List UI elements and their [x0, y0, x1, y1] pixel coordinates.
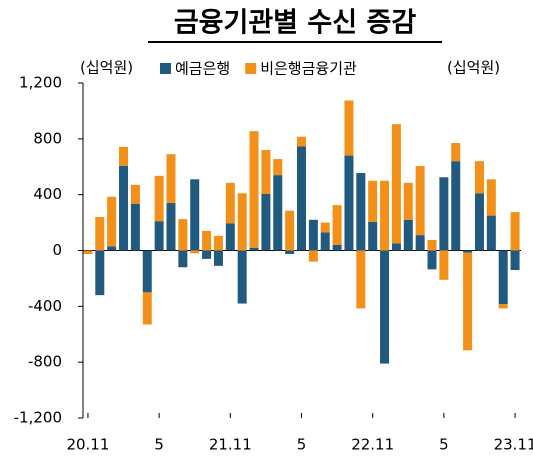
bar — [154, 221, 164, 251]
y-tick-label: 400 — [33, 185, 62, 203]
x-tick-label: 23.11 — [494, 436, 533, 454]
bar — [474, 193, 484, 251]
bar — [356, 173, 366, 251]
bar — [178, 219, 188, 251]
bar — [474, 161, 484, 194]
bar — [380, 180, 390, 251]
bar — [391, 243, 401, 251]
bar — [95, 250, 105, 296]
y-tick-label: -1,200 — [14, 409, 62, 427]
bar — [415, 166, 425, 236]
y-tick-label: 0 — [52, 241, 62, 259]
bar — [166, 203, 176, 251]
bar — [142, 292, 152, 325]
bar — [451, 143, 461, 162]
bar — [142, 250, 152, 293]
bar — [285, 210, 295, 251]
bar — [213, 250, 223, 266]
bar — [154, 175, 164, 222]
bar — [308, 250, 318, 262]
bar — [297, 136, 306, 147]
bar — [202, 250, 212, 259]
x-tick-label: 5 — [439, 436, 449, 454]
bar — [273, 159, 283, 176]
bar — [344, 155, 354, 251]
y-tick-label: 800 — [33, 129, 62, 147]
chart-title: 금융기관별 수신 증감 — [174, 8, 417, 39]
bar — [273, 175, 283, 251]
x-tick-label: 5 — [154, 436, 164, 454]
bar — [415, 235, 425, 251]
bar — [344, 100, 354, 156]
y-tick-label: -400 — [28, 297, 62, 315]
bar — [510, 212, 520, 251]
bar — [391, 124, 401, 244]
legend-label: 예금은행 — [175, 60, 230, 78]
bar — [308, 219, 318, 251]
bar — [403, 219, 413, 251]
y-tick-label: -800 — [28, 353, 62, 371]
legend-swatch — [245, 63, 257, 74]
bar — [130, 203, 140, 251]
bar — [451, 161, 461, 251]
bar — [225, 182, 235, 224]
x-tick-label: 21.11 — [209, 436, 252, 454]
x-tick-label: 22.11 — [351, 436, 394, 454]
bar — [237, 250, 247, 304]
y-axis-unit: (십억원) — [80, 59, 133, 77]
bar — [332, 205, 342, 245]
bar — [237, 193, 247, 251]
bar — [166, 154, 176, 204]
bar — [95, 217, 105, 251]
bar — [119, 165, 129, 251]
bar — [261, 150, 271, 194]
bar — [285, 250, 295, 254]
bar — [368, 221, 378, 251]
bar — [380, 250, 390, 364]
bar — [427, 240, 437, 251]
bar — [225, 223, 235, 251]
bar — [439, 250, 449, 280]
bar — [332, 244, 342, 251]
bar — [510, 250, 520, 271]
bar — [403, 182, 413, 220]
bar — [320, 232, 330, 251]
x-tick-label: 5 — [297, 436, 307, 454]
bar — [368, 180, 378, 222]
bar — [486, 179, 496, 216]
bar — [427, 250, 437, 270]
bar — [297, 146, 306, 251]
bar — [261, 193, 271, 251]
bar — [498, 304, 508, 309]
bar — [119, 146, 129, 166]
bar — [498, 250, 508, 305]
bar — [178, 250, 188, 268]
bar — [249, 247, 259, 251]
bar — [439, 177, 449, 251]
bar — [190, 250, 200, 254]
bar — [130, 184, 140, 204]
bar — [463, 250, 473, 253]
bar — [190, 179, 200, 251]
bar — [320, 222, 330, 233]
y2-axis-unit: (십억원) — [447, 59, 500, 77]
bar — [486, 215, 496, 251]
x-tick-label: 20.11 — [66, 436, 109, 454]
bar — [107, 246, 117, 251]
bar — [463, 252, 473, 351]
bar — [202, 230, 212, 251]
legend-swatch — [160, 63, 171, 74]
bar — [107, 196, 117, 247]
bar — [83, 250, 93, 254]
bar — [356, 250, 366, 309]
legend-label: 비은행금융기관 — [260, 60, 357, 78]
bar — [249, 131, 259, 248]
bar — [213, 235, 223, 251]
y-tick-label: 1,200 — [19, 74, 62, 92]
